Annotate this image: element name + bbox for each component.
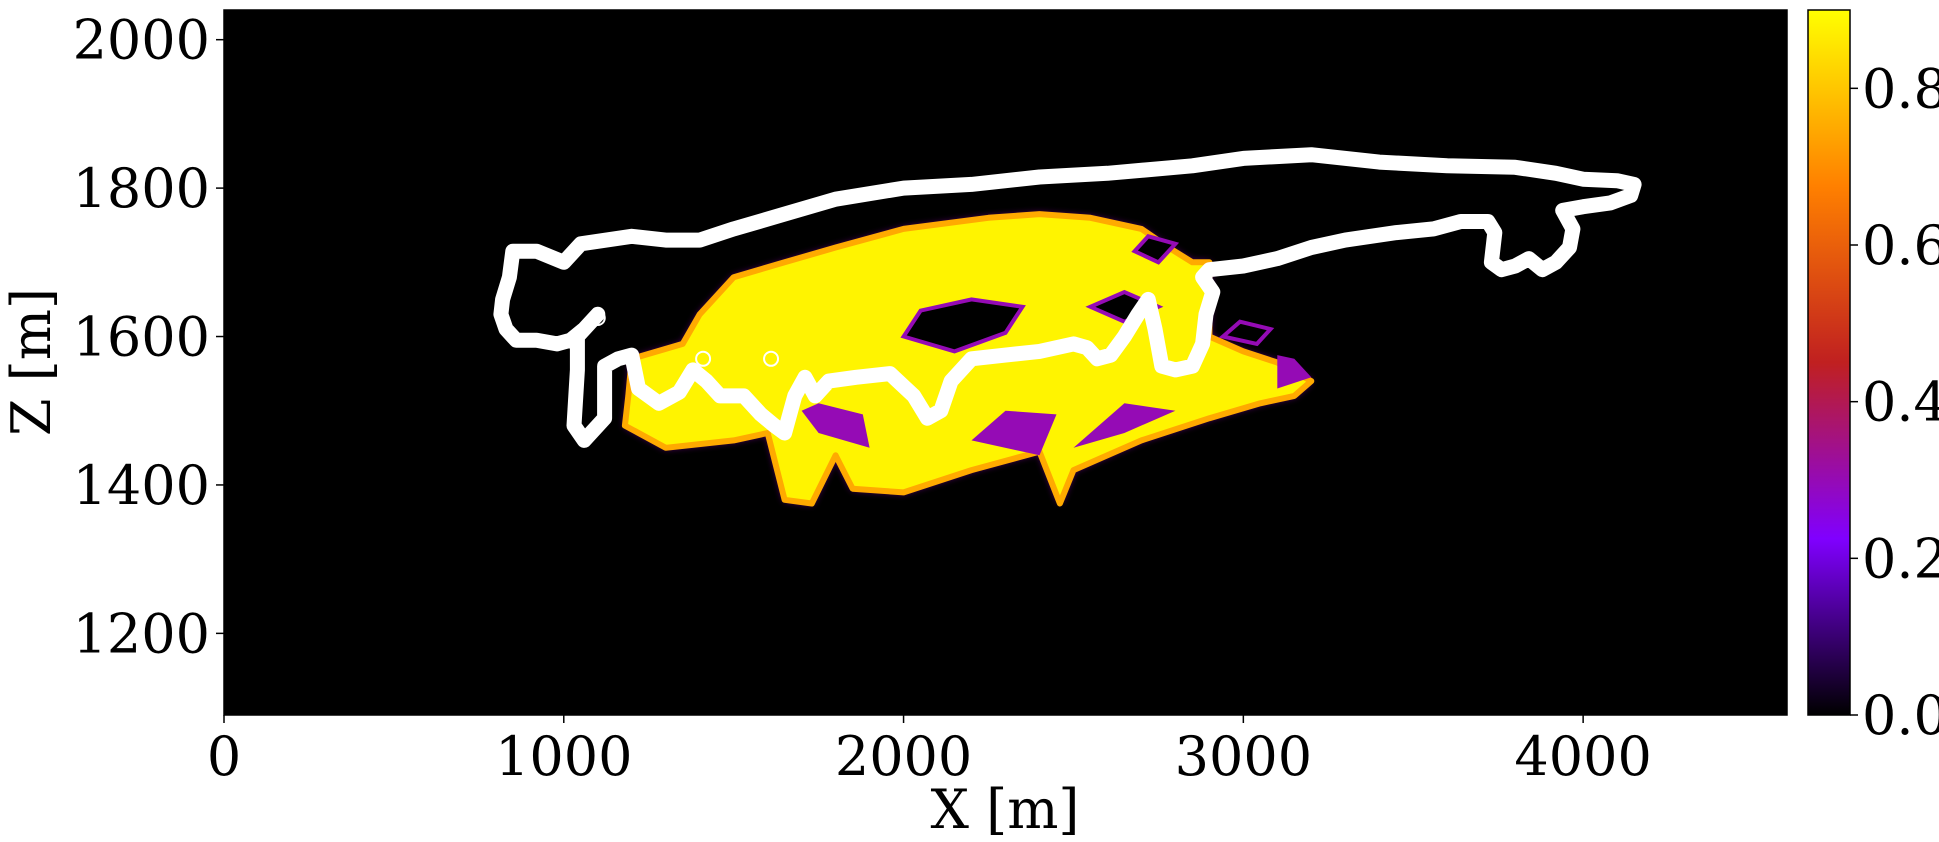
- well-marker-0: [695, 350, 712, 367]
- plume-violet-patch-2: [1073, 403, 1176, 448]
- well-markers: [589, 309, 780, 367]
- plume-void-0: [900, 297, 1026, 354]
- contour-polyline: [493, 147, 1642, 448]
- plot-frame: [223, 9, 1788, 716]
- x-tick-label: 4000: [1514, 725, 1651, 788]
- plume-violet-patch-0: [801, 403, 870, 448]
- well-marker-1: [763, 350, 780, 367]
- colorbar-ticks: 0.0 0.2 0.4 0.6 0.8: [1850, 57, 1939, 747]
- y-axis-ticks: 1200 1400 1600 1800 2000: [73, 9, 224, 665]
- plume-violet-patch-1: [971, 410, 1057, 456]
- x-tick-label: 3000: [1175, 725, 1312, 788]
- y-tick-label: 1200: [73, 602, 210, 665]
- plume-void-2: [1131, 234, 1180, 265]
- colorbar-tick-label: 0.4: [1862, 371, 1939, 434]
- y-axis-label: Z [m]: [0, 288, 63, 436]
- x-axis-ticks: 0 1000 2000 3000 4000: [207, 715, 1652, 788]
- x-tick-label: 1000: [495, 725, 632, 788]
- y-tick-label: 1600: [73, 306, 210, 369]
- x-axis-label: X [m]: [931, 778, 1080, 841]
- x-tick-label: 0: [207, 725, 241, 788]
- colorbar-tick-label: 0.6: [1862, 214, 1939, 277]
- plume-void-3: [1218, 319, 1275, 347]
- white-contour-line: [493, 147, 1642, 448]
- x-tick-label: 2000: [835, 725, 972, 788]
- y-tick-label: 1400: [73, 454, 210, 517]
- y-tick-label: 1800: [73, 157, 210, 220]
- colorbar: [1807, 9, 1851, 716]
- y-tick-label: 2000: [73, 9, 210, 72]
- well-marker-2: [589, 309, 606, 326]
- colorbar-tick-label: 0.8: [1862, 57, 1939, 120]
- plume-violet-patch-3: [1277, 355, 1312, 389]
- colorbar-tick-label: 0.2: [1862, 527, 1939, 590]
- colorbar-tick-label: 0.0: [1862, 684, 1939, 747]
